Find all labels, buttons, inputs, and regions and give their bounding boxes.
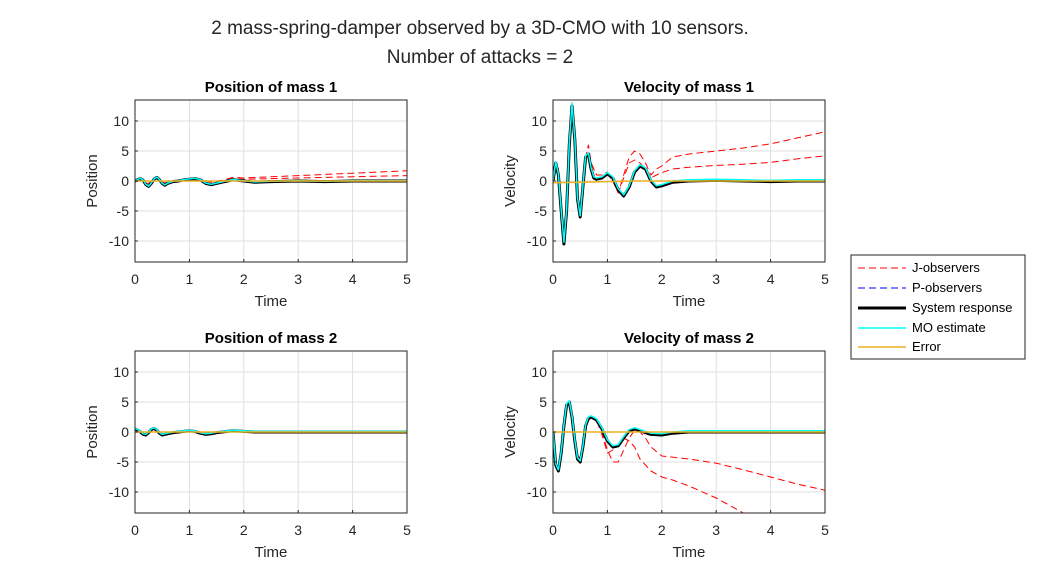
x-tick-label: 0 bbox=[131, 271, 139, 287]
y-axis-label: Velocity bbox=[502, 155, 519, 207]
y-tick-label: -10 bbox=[527, 233, 547, 249]
y-tick-label: 10 bbox=[531, 113, 547, 129]
subplot-title: Position of mass 2 bbox=[205, 330, 338, 347]
y-tick-label: 10 bbox=[113, 364, 129, 380]
x-tick-label: 2 bbox=[658, 271, 666, 287]
series-line-error bbox=[553, 180, 825, 184]
subplot-title: Velocity of mass 2 bbox=[624, 330, 754, 347]
series-line-mo bbox=[553, 400, 825, 471]
legend-label-system-response: System response bbox=[912, 300, 1012, 315]
y-tick-label: -10 bbox=[527, 484, 547, 500]
x-tick-label: 1 bbox=[186, 271, 194, 287]
y-tick-label: 5 bbox=[539, 143, 547, 159]
y-tick-label: 10 bbox=[113, 113, 129, 129]
x-tick-label: 1 bbox=[186, 522, 194, 538]
x-tick-label: 0 bbox=[131, 522, 139, 538]
legend-label-j-observers: J-observers bbox=[912, 260, 980, 275]
legend-item-j-observers: J-observers bbox=[858, 260, 980, 275]
x-tick-label: 5 bbox=[821, 271, 829, 287]
figure-title-line-2: Number of attacks = 2 bbox=[387, 47, 573, 68]
y-tick-label: 5 bbox=[121, 143, 129, 159]
y-tick-label: 0 bbox=[539, 424, 547, 440]
x-tick-label: 5 bbox=[403, 522, 411, 538]
x-axis-label: Time bbox=[255, 544, 288, 561]
y-tick-label: -5 bbox=[535, 454, 548, 470]
x-axis-label: Time bbox=[673, 293, 706, 310]
legend-label-error: Error bbox=[912, 339, 942, 354]
y-tick-label: -5 bbox=[117, 203, 130, 219]
y-tick-label: -5 bbox=[117, 454, 130, 470]
subplot-3: 0 1 2 3 4 5 -10 -5 0 5 10 Position of mass 2 Time Pos… bbox=[84, 330, 411, 561]
x-tick-label: 5 bbox=[403, 271, 411, 287]
x-tick-label: 0 bbox=[549, 522, 557, 538]
y-tick-label: 5 bbox=[121, 394, 129, 410]
legend-label-mo-estimate: MO estimate bbox=[912, 320, 986, 335]
y-axis-label: Position bbox=[84, 405, 101, 458]
y-tick-label: -10 bbox=[109, 484, 129, 500]
subplot-4: 0 1 2 3 4 5 -10 -5 0 5 10 Velocity of mass 2 Time Vel… bbox=[502, 330, 829, 561]
legend-item-mo-estimate: MO estimate bbox=[858, 320, 986, 335]
y-tick-label: -10 bbox=[109, 233, 129, 249]
series-group bbox=[553, 400, 825, 513]
x-axis-label: Time bbox=[673, 544, 706, 561]
x-tick-label: 1 bbox=[604, 271, 612, 287]
x-tick-label: 2 bbox=[658, 522, 666, 538]
subplot-title: Velocity of mass 1 bbox=[624, 79, 754, 96]
subplot-2: 0 1 2 3 4 5 -10 -5 0 5 10 Velocity of mass 1 Time Vel… bbox=[502, 79, 829, 310]
x-tick-label: 5 bbox=[821, 522, 829, 538]
subplot-title: Position of mass 1 bbox=[205, 79, 338, 96]
x-tick-label: 4 bbox=[349, 522, 357, 538]
legend: J-observers P-observers System response … bbox=[850, 254, 1026, 360]
x-tick-label: 3 bbox=[712, 271, 720, 287]
y-tick-label: 10 bbox=[531, 364, 547, 380]
x-tick-label: 1 bbox=[604, 522, 612, 538]
y-axis-label: Position bbox=[84, 154, 101, 207]
x-tick-label: 2 bbox=[240, 271, 248, 287]
y-tick-label: 5 bbox=[539, 394, 547, 410]
series-group bbox=[553, 102, 825, 246]
x-tick-label: 4 bbox=[349, 271, 357, 287]
x-tick-label: 0 bbox=[549, 271, 557, 287]
legend-item-error: Error bbox=[858, 339, 942, 354]
y-tick-label: 0 bbox=[121, 424, 129, 440]
x-tick-label: 4 bbox=[767, 522, 775, 538]
y-tick-label: -5 bbox=[535, 203, 548, 219]
x-tick-label: 3 bbox=[294, 522, 302, 538]
y-tick-label: 0 bbox=[539, 173, 547, 189]
legend-item-p-observers: P-observers bbox=[858, 280, 983, 295]
x-tick-label: 3 bbox=[712, 522, 720, 538]
x-tick-label: 2 bbox=[240, 522, 248, 538]
subplot-1: 0 1 2 3 4 5 -10 -5 0 5 10 Position of mass 1 Time Pos… bbox=[84, 79, 411, 310]
y-axis-label: Velocity bbox=[502, 406, 519, 458]
y-tick-label: 0 bbox=[121, 173, 129, 189]
x-axis-label: Time bbox=[255, 293, 288, 310]
figure-title-line-1: 2 mass-spring-damper observed by a 3D-CM… bbox=[211, 18, 748, 39]
x-tick-label: 3 bbox=[294, 271, 302, 287]
x-tick-label: 4 bbox=[767, 271, 775, 287]
legend-label-p-observers: P-observers bbox=[912, 280, 983, 295]
series-group bbox=[135, 170, 407, 188]
series-group bbox=[135, 426, 407, 437]
legend-item-system-response: System response bbox=[858, 300, 1012, 315]
